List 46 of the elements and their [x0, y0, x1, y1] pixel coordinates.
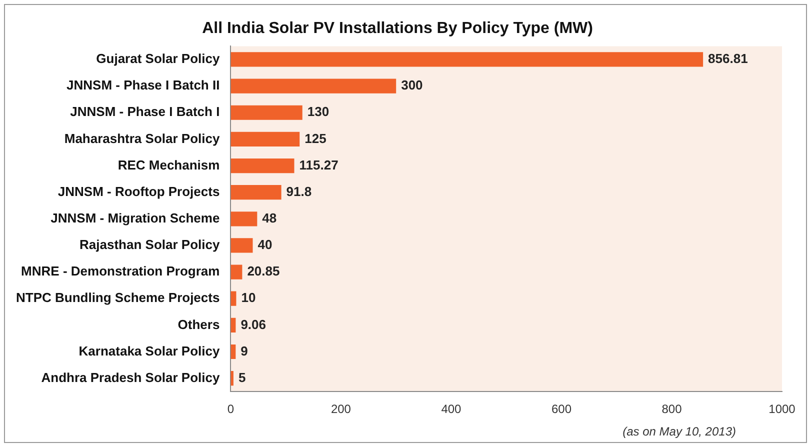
bar — [230, 52, 704, 67]
bar — [230, 212, 258, 226]
y-tick-label: JNNSM - Phase I Batch I — [70, 104, 220, 120]
data-label: 130 — [307, 104, 330, 120]
y-tick-label: MNRE - Demonstration Program — [21, 264, 220, 279]
bar — [230, 264, 242, 280]
y-tick-label: JNNSM - Rooftop Projects — [58, 184, 220, 199]
y-tick-label: Andhra Pradesh Solar Policy — [41, 370, 220, 385]
y-tick-label: Rajasthan Solar Policy — [80, 237, 220, 252]
bar — [230, 158, 294, 174]
bar — [230, 371, 234, 386]
data-label: 856.81 — [708, 51, 748, 66]
x-tick-label: 0 — [227, 402, 234, 416]
y-tick-label: Gujarat Solar Policy — [96, 51, 220, 66]
y-tick-label: Karnataka Solar Policy — [78, 343, 220, 358]
data-label: 5 — [238, 370, 246, 385]
data-label: 20.85 — [247, 264, 280, 279]
bar — [230, 78, 396, 94]
data-label: 115.27 — [299, 157, 338, 172]
text: (as on May 10, 2013) — [622, 424, 736, 438]
x-tick-label: 200 — [330, 402, 352, 416]
x-tick-label: 1000 — [768, 402, 796, 416]
data-label: 10 — [241, 290, 256, 306]
data-label: 40 — [258, 237, 272, 252]
bar — [230, 132, 300, 146]
y-tick-label: Maharashtra Solar Policy — [64, 130, 220, 146]
y-tick-label: JNNSM - Phase I Batch II — [66, 78, 220, 93]
bar — [230, 291, 236, 306]
bar — [230, 238, 253, 253]
data-label: 48 — [262, 210, 277, 226]
data-label: 300 — [401, 78, 423, 93]
bar — [230, 344, 236, 360]
x-tick-label: 600 — [551, 402, 572, 416]
y-tick-label: JNNSM - Migration Scheme — [50, 210, 220, 226]
data-label: 91.8 — [286, 184, 312, 199]
data-label: 9.06 — [240, 316, 266, 332]
data-label: 9 — [240, 343, 248, 358]
x-tick-label: 800 — [662, 402, 682, 416]
y-tick-label: NTPC Bundling Scheme Projects — [16, 290, 220, 306]
data-label: 125 — [304, 130, 326, 146]
chart-title: All India Solar PV Installations By Policy Type (MW) — [202, 20, 593, 38]
y-tick-label: Others — [178, 316, 220, 332]
x-tick-label: 400 — [441, 402, 462, 416]
bar — [230, 185, 282, 200]
y-tick-label: REC Mechanism — [118, 157, 220, 172]
bar — [230, 105, 302, 120]
